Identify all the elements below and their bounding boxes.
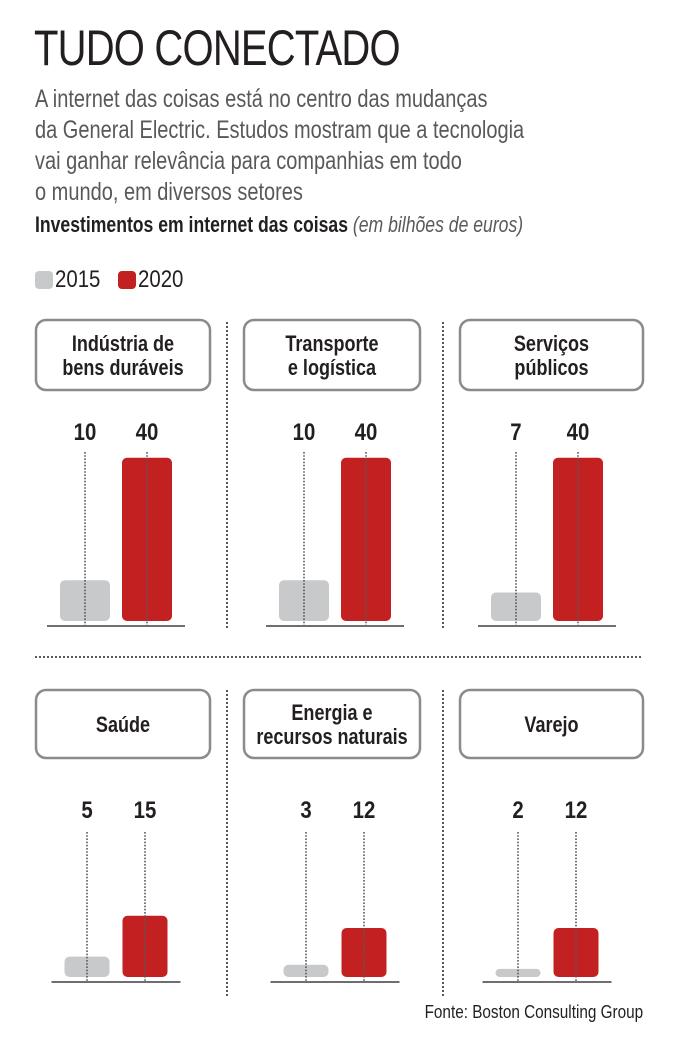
category-box bbox=[458, 318, 645, 392]
category-label: Indústria de bbox=[72, 332, 174, 356]
chart-subtitle-unit: (em bilhões de euros) bbox=[352, 212, 524, 237]
description-line: da General Electric. Estudos mostram que… bbox=[35, 116, 525, 144]
category-box bbox=[242, 318, 422, 392]
category-label: Serviços bbox=[514, 332, 589, 356]
data-label-2020: 15 bbox=[134, 796, 157, 823]
data-label-2020: 40 bbox=[567, 418, 590, 445]
data-label-2015: 3 bbox=[300, 796, 311, 823]
legend-label-2015: 2015 bbox=[55, 266, 101, 293]
description-line: vai ganhar relevância para companhias em… bbox=[35, 147, 462, 175]
category-label: Transporte bbox=[285, 332, 378, 356]
source-note: Fonte: Boston Consulting Group bbox=[424, 1002, 643, 1022]
category-box bbox=[458, 688, 645, 760]
legend: 2015 2020 bbox=[35, 266, 202, 293]
data-label-2015: 2 bbox=[512, 796, 523, 823]
legend-label-2020: 2020 bbox=[138, 266, 184, 293]
category-label: e logística bbox=[288, 356, 377, 380]
description: A internet das coisas está no centro das… bbox=[35, 84, 595, 208]
category-label: públicos bbox=[514, 356, 588, 380]
data-label-2015: 5 bbox=[81, 796, 92, 823]
bar-2020 bbox=[553, 928, 599, 977]
legend-swatch-2020 bbox=[118, 271, 137, 289]
chart-subtitle-bold: Investimentos em internet das coisas bbox=[35, 212, 349, 237]
description-line: o mundo, em diversos setores bbox=[35, 178, 303, 206]
category-label: recursos naturais bbox=[256, 725, 407, 749]
category-label: Varejo bbox=[524, 713, 578, 737]
bar-2020 bbox=[341, 928, 387, 977]
data-label-2015: 10 bbox=[293, 418, 316, 445]
category-box bbox=[242, 688, 422, 760]
category-box bbox=[34, 688, 212, 760]
category-label: Energia e bbox=[291, 701, 372, 725]
page-title: TUDO CONECTADO bbox=[34, 20, 401, 76]
description-line: A internet das coisas está no centro das… bbox=[35, 85, 488, 113]
bar-2020 bbox=[122, 915, 168, 977]
chart-subtitle: Investimentos em internet das coisas (em… bbox=[35, 212, 523, 238]
category-label: bens duráveis bbox=[62, 356, 183, 380]
data-label-2020: 40 bbox=[355, 418, 378, 445]
data-label-2020: 12 bbox=[565, 796, 588, 823]
data-label-2020: 12 bbox=[353, 796, 376, 823]
data-label-2015: 7 bbox=[510, 418, 521, 445]
data-label-2015: 10 bbox=[74, 418, 97, 445]
category-label: Saúde bbox=[96, 713, 150, 737]
category-box bbox=[34, 318, 212, 392]
data-label-2020: 40 bbox=[136, 418, 159, 445]
legend-swatch-2015 bbox=[35, 271, 53, 289]
